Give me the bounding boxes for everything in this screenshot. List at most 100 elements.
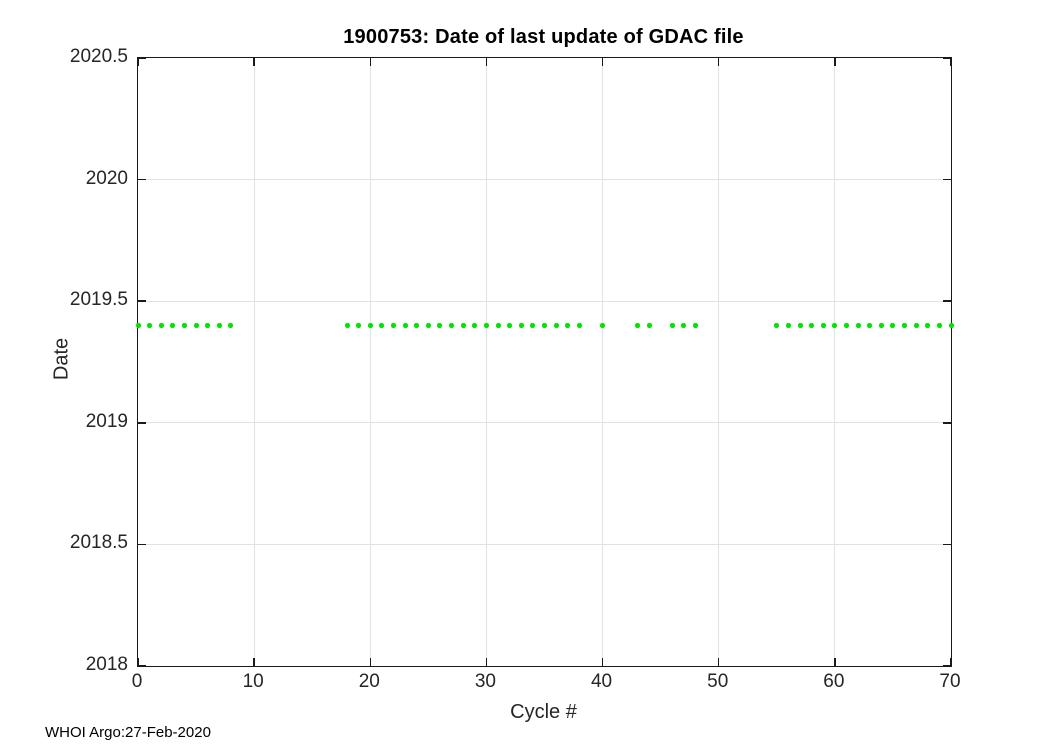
data-point xyxy=(170,323,176,329)
data-point xyxy=(774,323,780,329)
y-tick-label: 2019 xyxy=(85,410,128,432)
data-point xyxy=(843,323,849,329)
x-tick-mark xyxy=(950,658,952,666)
y-tick-label: 2020 xyxy=(85,167,128,189)
x-tick-label: 70 xyxy=(939,671,961,692)
gridline-horizontal xyxy=(138,543,951,545)
data-point xyxy=(437,323,443,329)
data-point xyxy=(449,323,455,329)
x-tick-label: 60 xyxy=(823,671,845,692)
y-tick-mark xyxy=(138,543,146,546)
data-point xyxy=(797,323,803,329)
gridline-vertical xyxy=(485,58,487,666)
data-point xyxy=(565,323,571,329)
data-point xyxy=(379,323,385,329)
data-point xyxy=(193,323,199,329)
data-point xyxy=(391,323,396,329)
y-tick-mark xyxy=(943,543,951,546)
y-tick-mark xyxy=(138,665,146,667)
gridline-vertical xyxy=(369,58,371,666)
data-point xyxy=(344,323,350,329)
gridline-vertical xyxy=(602,58,604,666)
gridline-horizontal xyxy=(138,179,951,181)
data-point xyxy=(216,323,222,329)
data-point xyxy=(542,323,547,329)
data-point xyxy=(820,323,826,329)
x-tick-mark xyxy=(485,58,488,66)
data-point xyxy=(367,323,373,329)
x-tick-mark xyxy=(717,58,720,66)
data-point xyxy=(948,323,954,329)
data-point xyxy=(414,323,420,329)
data-point xyxy=(530,323,536,329)
y-tick-label: 2019.5 xyxy=(69,289,128,311)
x-tick-label: 20 xyxy=(358,671,380,692)
data-point xyxy=(518,323,524,329)
gridline-horizontal xyxy=(138,422,951,424)
data-point xyxy=(147,323,153,329)
x-tick-mark xyxy=(834,58,836,66)
y-tick-mark xyxy=(943,665,951,667)
data-point xyxy=(483,323,489,329)
y-tick-mark xyxy=(138,178,146,181)
y-tick-mark xyxy=(138,300,146,302)
data-point xyxy=(809,323,815,329)
data-point xyxy=(135,323,141,329)
y-tick-label: 2018.5 xyxy=(69,532,128,554)
data-point xyxy=(669,323,675,329)
data-point xyxy=(634,323,640,329)
data-point xyxy=(356,323,362,329)
y-tick-mark xyxy=(943,57,951,59)
gridline-vertical xyxy=(718,58,720,666)
data-point xyxy=(228,323,234,329)
y-tick-mark xyxy=(943,178,951,181)
x-tick-mark xyxy=(601,58,604,66)
chart-title: 1900753: Date of last update of GDAC fil… xyxy=(343,26,744,48)
data-point xyxy=(646,323,652,329)
data-point xyxy=(913,323,919,329)
data-point xyxy=(867,323,873,329)
data-point xyxy=(460,323,466,329)
data-point xyxy=(472,323,478,329)
x-tick-label: 0 xyxy=(131,671,143,692)
x-tick-mark xyxy=(253,658,255,666)
x-tick-mark xyxy=(485,658,488,666)
x-tick-label: 10 xyxy=(242,671,264,692)
data-point xyxy=(600,323,606,329)
y-tick-mark xyxy=(943,300,951,302)
y-tick-mark xyxy=(138,57,146,59)
x-axis-label: Cycle # xyxy=(510,701,577,723)
y-tick-mark xyxy=(138,422,146,424)
data-point xyxy=(576,323,582,329)
credit-text: WHOI Argo:27-Feb-2020 xyxy=(45,724,211,741)
x-tick-mark xyxy=(137,658,139,666)
data-point xyxy=(553,323,559,329)
data-point xyxy=(902,323,908,329)
x-tick-mark xyxy=(369,58,372,66)
data-point xyxy=(890,323,896,329)
x-tick-mark xyxy=(717,658,720,666)
data-point xyxy=(692,323,698,329)
x-tick-mark xyxy=(253,58,255,66)
data-point xyxy=(507,323,513,329)
x-tick-label: 40 xyxy=(590,671,613,692)
x-tick-mark xyxy=(137,58,139,66)
x-tick-label: 50 xyxy=(707,671,729,692)
y-tick-label: 2018 xyxy=(85,654,128,675)
x-tick-mark xyxy=(834,658,836,666)
gridline-vertical xyxy=(253,58,255,666)
gridline-horizontal xyxy=(138,300,951,302)
x-tick-label: 30 xyxy=(474,671,496,692)
y-axis-label: Date xyxy=(50,337,73,381)
x-tick-mark xyxy=(950,58,952,66)
data-point xyxy=(205,323,211,329)
y-tick-mark xyxy=(943,422,951,424)
x-tick-mark xyxy=(369,658,372,666)
x-tick-mark xyxy=(601,658,604,666)
data-point xyxy=(855,323,861,329)
data-point xyxy=(785,323,791,329)
data-point xyxy=(925,323,931,329)
plot-area xyxy=(135,57,954,667)
data-point xyxy=(402,323,408,329)
